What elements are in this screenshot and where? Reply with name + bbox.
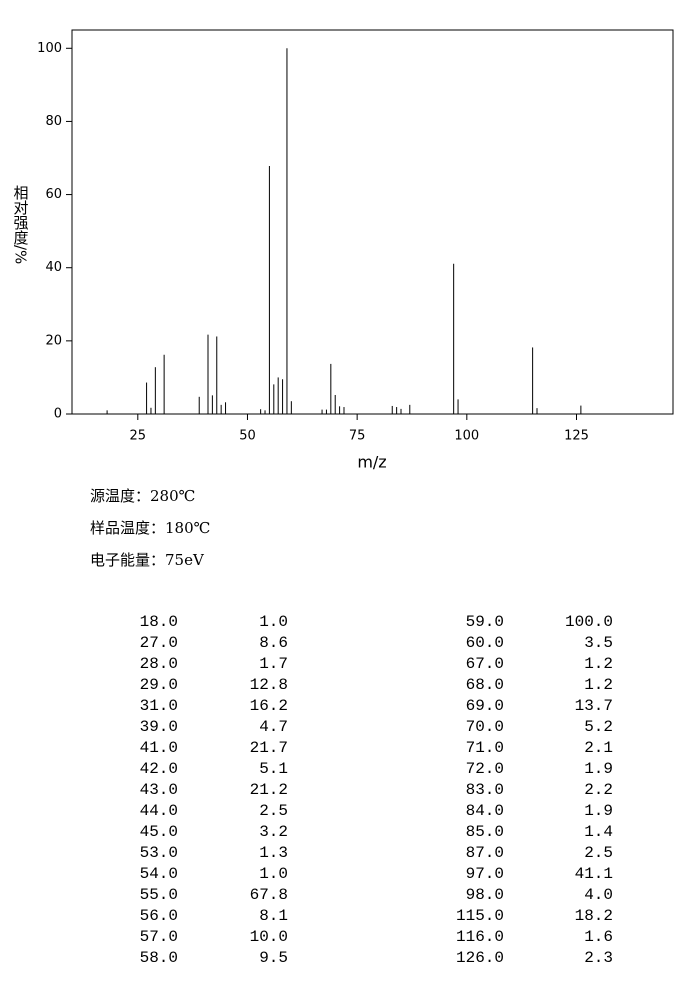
intensity-cell: 12.8 <box>250 676 288 694</box>
info-line: 源温度：280℃ <box>90 487 195 505</box>
intensity-cell: 13.7 <box>575 697 613 715</box>
mz-cell: 53.0 <box>140 844 178 862</box>
mz-cell: 116.0 <box>456 928 504 946</box>
intensity-cell: 2.1 <box>584 739 613 757</box>
y-tick-label: 20 <box>45 333 62 348</box>
intensity-cell: 8.1 <box>259 907 288 925</box>
intensity-cell: 4.0 <box>584 886 613 904</box>
mz-cell: 44.0 <box>140 802 178 820</box>
intensity-cell: 5.1 <box>259 760 288 778</box>
intensity-cell: 41.1 <box>575 865 613 883</box>
mz-cell: 45.0 <box>140 823 178 841</box>
x-tick-label: 125 <box>564 429 589 444</box>
intensity-cell: 67.8 <box>250 886 288 904</box>
intensity-cell: 21.7 <box>250 739 288 757</box>
mz-cell: 85.0 <box>466 823 504 841</box>
mz-cell: 27.0 <box>140 634 178 652</box>
mz-cell: 55.0 <box>140 886 178 904</box>
mz-cell: 97.0 <box>466 865 504 883</box>
mz-cell: 115.0 <box>456 907 504 925</box>
mz-cell: 83.0 <box>466 781 504 799</box>
info-line: 样品温度：180℃ <box>90 519 210 537</box>
intensity-cell: 1.2 <box>584 676 613 694</box>
mz-cell: 28.0 <box>140 655 178 673</box>
intensity-cell: 1.9 <box>584 802 613 820</box>
y-tick-label: 60 <box>45 187 62 202</box>
x-tick-label: 25 <box>130 429 147 444</box>
intensity-cell: 5.2 <box>584 718 613 736</box>
y-tick-label: 40 <box>45 260 62 275</box>
mz-cell: 72.0 <box>466 760 504 778</box>
mz-cell: 43.0 <box>140 781 178 799</box>
intensity-cell: 4.7 <box>259 718 288 736</box>
intensity-cell: 16.2 <box>250 697 288 715</box>
mz-cell: 18.0 <box>140 613 178 631</box>
x-tick-label: 100 <box>454 429 479 444</box>
intensity-cell: 18.2 <box>575 907 613 925</box>
intensity-cell: 1.4 <box>584 823 613 841</box>
intensity-cell: 2.5 <box>584 844 613 862</box>
intensity-cell: 3.5 <box>584 634 613 652</box>
mz-cell: 84.0 <box>466 802 504 820</box>
mz-cell: 59.0 <box>466 613 504 631</box>
mz-cell: 56.0 <box>140 907 178 925</box>
mz-cell: 42.0 <box>140 760 178 778</box>
mz-cell: 87.0 <box>466 844 504 862</box>
intensity-cell: 9.5 <box>259 949 288 967</box>
y-tick-label: 100 <box>37 41 62 56</box>
x-axis-label: m/z <box>357 453 386 472</box>
y-axis-label: 相对强度/% <box>12 185 30 264</box>
mz-cell: 67.0 <box>466 655 504 673</box>
intensity-cell: 2.5 <box>259 802 288 820</box>
mz-cell: 41.0 <box>140 739 178 757</box>
intensity-cell: 1.0 <box>259 613 288 631</box>
mz-cell: 60.0 <box>466 634 504 652</box>
mz-cell: 71.0 <box>466 739 504 757</box>
mz-cell: 39.0 <box>140 718 178 736</box>
mz-cell: 57.0 <box>140 928 178 946</box>
mz-cell: 29.0 <box>140 676 178 694</box>
intensity-cell: 3.2 <box>259 823 288 841</box>
x-tick-label: 75 <box>349 429 366 444</box>
intensity-cell: 2.2 <box>584 781 613 799</box>
intensity-cell: 1.7 <box>259 655 288 673</box>
mz-cell: 126.0 <box>456 949 504 967</box>
mz-cell: 58.0 <box>140 949 178 967</box>
intensity-cell: 1.3 <box>259 844 288 862</box>
intensity-cell: 8.6 <box>259 634 288 652</box>
x-tick-label: 50 <box>239 429 256 444</box>
intensity-cell: 10.0 <box>250 928 288 946</box>
plot-frame <box>71 29 674 415</box>
mz-cell: 54.0 <box>140 865 178 883</box>
mz-cell: 98.0 <box>466 886 504 904</box>
intensity-cell: 1.2 <box>584 655 613 673</box>
intensity-cell: 1.0 <box>259 865 288 883</box>
intensity-cell: 100.0 <box>565 613 613 631</box>
intensity-cell: 21.2 <box>250 781 288 799</box>
mz-cell: 70.0 <box>466 718 504 736</box>
y-tick-label: 80 <box>45 114 62 129</box>
intensity-cell: 2.3 <box>584 949 613 967</box>
intensity-cell: 1.9 <box>584 760 613 778</box>
info-line: 电子能量：75eV <box>90 551 205 569</box>
mz-cell: 68.0 <box>466 676 504 694</box>
y-tick-label: 0 <box>54 407 62 422</box>
mz-cell: 31.0 <box>140 697 178 715</box>
mz-cell: 69.0 <box>466 697 504 715</box>
intensity-cell: 1.6 <box>584 928 613 946</box>
